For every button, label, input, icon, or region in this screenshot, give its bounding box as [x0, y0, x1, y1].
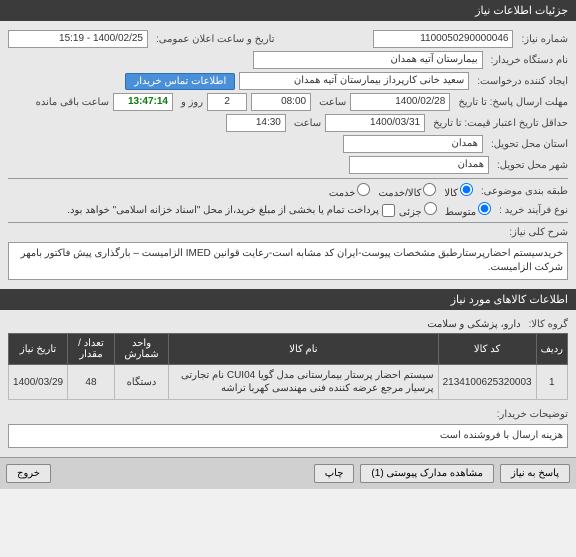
proc-opt-0[interactable]: متوسط: [445, 202, 491, 218]
form-section: شماره نیاز: 1100050290000046 تاریخ و ساع…: [0, 21, 576, 289]
cat-radio-1[interactable]: [423, 183, 436, 196]
goods-table: ردیف کد کالا نام کالا واحد شمارش تعداد /…: [8, 333, 568, 400]
cell-idx: 1: [536, 365, 567, 400]
col-qty: تعداد / مقدار: [68, 334, 115, 365]
attachments-button[interactable]: مشاهده مدارک پیوستی (1): [360, 464, 494, 483]
col-unit: واحد شمارش: [114, 334, 168, 365]
contact-buyer-button[interactable]: اطلاعات تماس خریدار: [125, 73, 235, 90]
exit-button[interactable]: خروج: [6, 464, 51, 483]
goods-group-value: دارو، پزشکی و سلامت: [427, 319, 520, 330]
col-idx: ردیف: [536, 334, 567, 365]
col-name: نام کالا: [169, 334, 438, 365]
button-bar: پاسخ به نیاز مشاهده مدارک پیوستی (1) چاپ…: [0, 457, 576, 489]
desc-field: خریدسیستم احضارپرستارطبق مشخصات پیوست-ای…: [8, 242, 568, 280]
buyer-org-label: نام دستگاه خریدار:: [491, 55, 568, 66]
process-label: نوع فرآیند خرید :: [499, 205, 568, 216]
proc-opt-0-label: متوسط: [445, 207, 476, 218]
goods-section: گروه کالا: دارو، پزشکی و سلامت ردیف کد ک…: [0, 310, 576, 457]
countdown-time: 13:47:14: [113, 93, 173, 111]
countdown-days-label: روز و: [181, 97, 203, 108]
countdown-suffix: ساعت باقی مانده: [36, 97, 109, 108]
cat-opt-0-label: کالا: [444, 188, 458, 199]
cell-name: سیستم احضار پرستار بیمارستانی مدل گویا C…: [169, 365, 438, 400]
cell-date: 1400/03/29: [9, 365, 68, 400]
reply-button[interactable]: پاسخ به نیاز: [500, 464, 570, 483]
city-field: همدان: [349, 156, 489, 174]
buyer-notes-label: توضیحات خریدار:: [497, 409, 568, 420]
cat-radio-0[interactable]: [460, 183, 473, 196]
deadline-time-field: 08:00: [251, 93, 311, 111]
col-code: کد کالا: [438, 334, 536, 365]
deadline-label: مهلت ارسال پاسخ: تا تاریخ: [458, 97, 568, 108]
panel-header-goods: اطلاعات کالاهای مورد نیاز: [0, 289, 576, 310]
deadline-date-field: 1400/02/28: [350, 93, 450, 111]
col-date: تاریخ نیاز: [9, 334, 68, 365]
province-field: همدان: [343, 135, 483, 153]
need-no-label: شماره نیاز:: [521, 34, 568, 45]
cat-opt-1-label: کالا/خدمت: [378, 188, 421, 199]
proc-note-check[interactable]: پرداخت تمام یا بخشی از مبلغ خرید،از محل …: [67, 204, 395, 217]
desc-label: شرح کلی نیاز:: [509, 227, 568, 238]
goods-group-label: گروه کالا:: [529, 319, 568, 330]
proc-opt-1-label: جزئی: [399, 207, 422, 218]
proc-radio-1[interactable]: [424, 202, 437, 215]
cell-unit: دستگاه: [114, 365, 168, 400]
proc-note-checkbox[interactable]: [382, 204, 395, 217]
countdown-days: 2: [207, 93, 247, 111]
buyer-org-field: بیمارستان آتیه همدان: [253, 51, 483, 69]
cell-qty: 48: [68, 365, 115, 400]
proc-opt-1[interactable]: جزئی: [399, 202, 437, 218]
cat-opt-2[interactable]: خدمت: [329, 183, 371, 199]
category-radios: کالا کالا/خدمت خدمت: [329, 183, 473, 199]
proc-radio-0[interactable]: [478, 202, 491, 215]
valid-date-field: 1400/03/31: [325, 114, 425, 132]
cat-radio-2[interactable]: [357, 183, 370, 196]
proc-note-text: پرداخت تمام یا بخشی از مبلغ خرید،از محل …: [67, 205, 379, 216]
need-no-field: 1100050290000046: [373, 30, 513, 48]
deadline-time-label: ساعت: [319, 97, 346, 108]
panel-header-need-info: جزئیات اطلاعات نیاز: [0, 0, 576, 21]
category-label: طبقه بندی موضوعی:: [481, 186, 568, 197]
province-label: استان محل تحویل:: [491, 139, 568, 150]
valid-label: حداقل تاریخ اعتبار قیمت: تا تاریخ: [433, 118, 568, 129]
buyer-notes-field: هزینه ارسال با فروشنده است: [8, 424, 568, 448]
cat-opt-2-label: خدمت: [329, 188, 356, 199]
creator-label: ایجاد کننده درخواست:: [477, 76, 568, 87]
valid-time-field: 14:30: [226, 114, 286, 132]
announce-field: 1400/02/25 - 15:19: [8, 30, 148, 48]
table-row[interactable]: 1 2134100625320003 سیستم احضار پرستار بی…: [9, 365, 568, 400]
process-radios: متوسط جزئی: [399, 202, 491, 218]
cell-code: 2134100625320003: [438, 365, 536, 400]
city-label: شهر محل تحویل:: [497, 160, 568, 171]
cat-opt-0[interactable]: کالا: [444, 183, 473, 199]
announce-label: تاریخ و ساعت اعلان عمومی:: [156, 34, 275, 45]
cat-opt-1[interactable]: کالا/خدمت: [378, 183, 436, 199]
valid-time-label: ساعت: [294, 118, 321, 129]
print-button[interactable]: چاپ: [314, 464, 355, 483]
creator-field: سعید خانی کارپرداز بیمارستان آتیه همدان: [239, 72, 469, 90]
